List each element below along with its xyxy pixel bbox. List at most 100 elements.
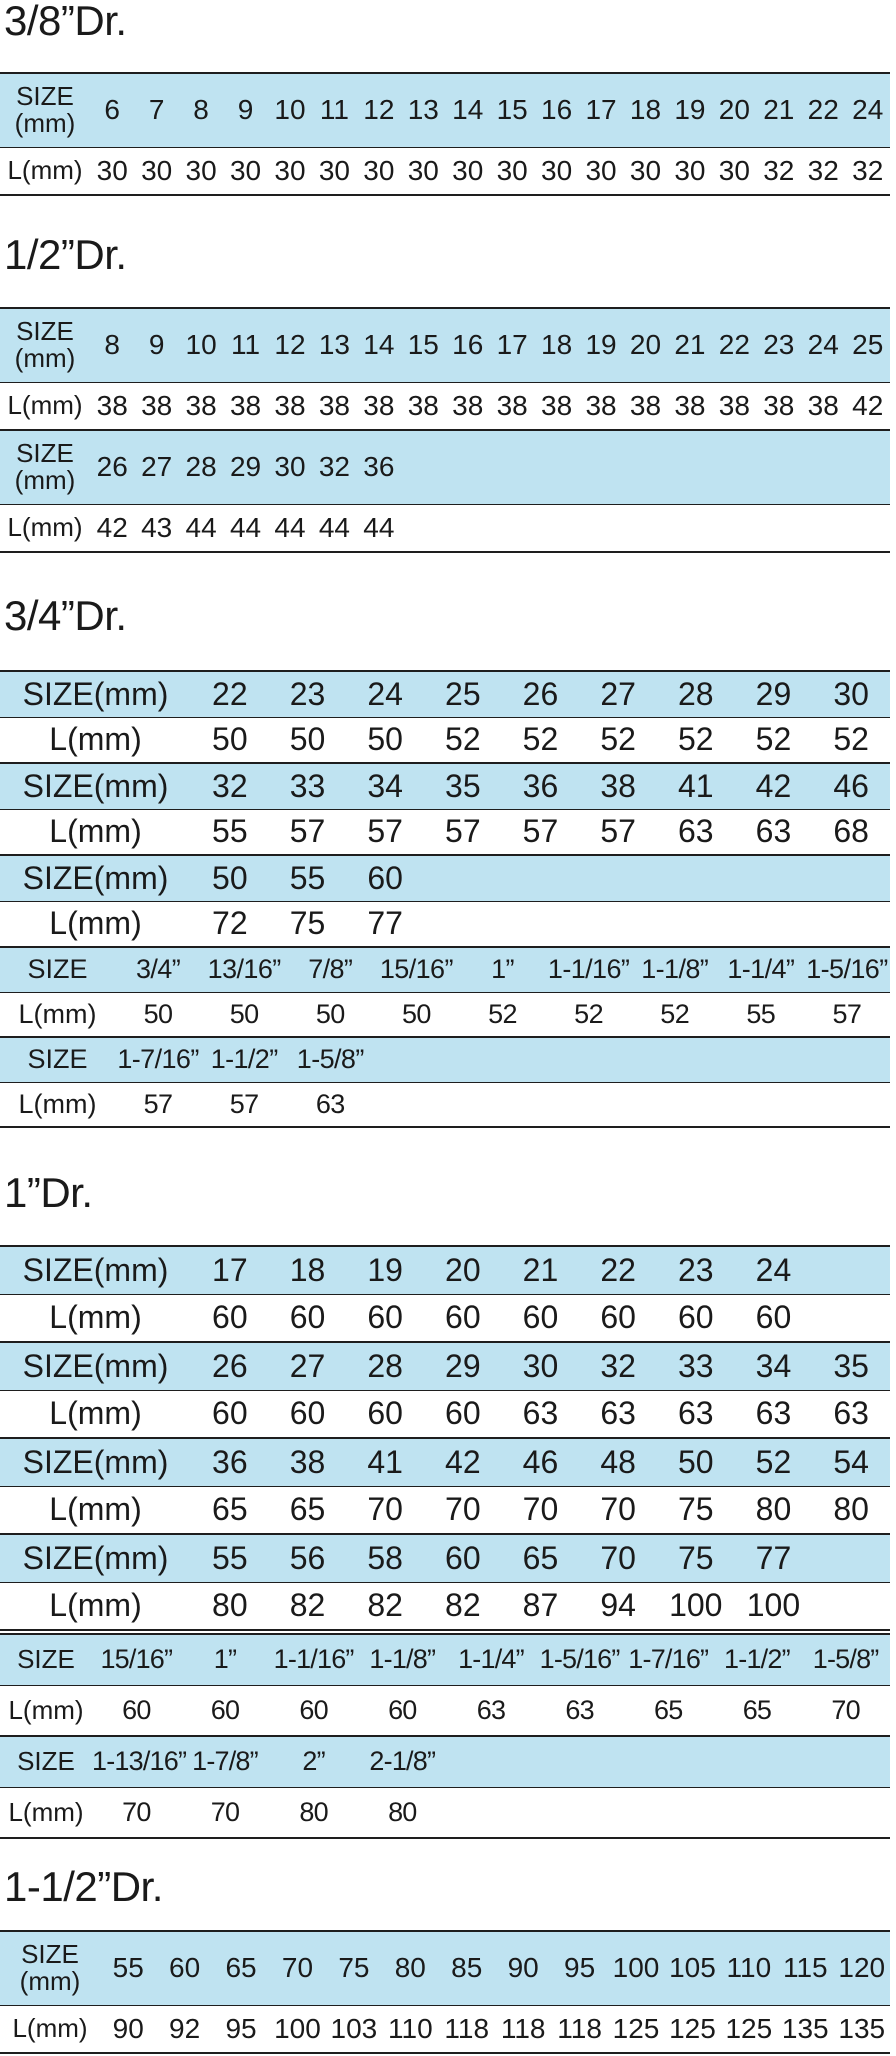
length-cell: 60: [367, 1395, 403, 1432]
length-cell: [801, 1787, 890, 1839]
size-cell: [446, 1735, 536, 1788]
size-cell: 50: [656, 1437, 735, 1487]
length-cell: 52: [522, 721, 559, 758]
length-label: L(mm): [49, 1395, 142, 1432]
size-cell: 34: [734, 1341, 813, 1391]
size-cell: 25: [845, 307, 890, 383]
length-cell: 60: [122, 1694, 151, 1725]
length-cell: 100: [656, 1582, 735, 1631]
spec-table-1-2-dr: SIZE (mm) 8 9 10 11 12 13 14 15 16 17 18 19 20 21 22 23 24…: [0, 307, 890, 553]
size-cell: [401, 429, 446, 505]
size-cell: [734, 854, 813, 902]
size-cell: [579, 854, 657, 902]
length-cell: [845, 504, 890, 553]
size-label: SIZE(mm): [0, 307, 90, 383]
size-cell: 16: [445, 307, 490, 383]
size-cell: 27: [579, 670, 657, 718]
length-cell: 110: [382, 2005, 439, 2054]
length-cell: 63: [565, 1694, 594, 1725]
size-cell: 2”: [269, 1735, 358, 1788]
length-cell: 38: [629, 389, 662, 421]
length-cell: 60: [289, 1299, 326, 1336]
size-cell: 2-1/8”: [357, 1735, 447, 1788]
size-cell: 56: [268, 1533, 347, 1583]
length-cell: 38: [229, 389, 262, 421]
length-row: L(mm) 60 60 60 60 63 63 65 65 70: [0, 1685, 890, 1736]
size-cell: 1”: [180, 1633, 270, 1686]
size-cell: 20: [423, 1245, 502, 1295]
size-label: SIZE(mm): [0, 854, 192, 902]
length-row: L(mm) 55 57 57 57 57 57 63 63 68: [0, 809, 890, 855]
size-cell: 30: [812, 670, 890, 718]
length-row: L(mm) 57 57 63: [0, 1082, 890, 1128]
length-label: L(mm): [0, 504, 90, 553]
length-cell: 70: [180, 1787, 270, 1839]
length-cell: 63: [833, 1395, 869, 1432]
length-cell: 57: [201, 1082, 288, 1128]
length-cell: 44: [312, 504, 357, 553]
length-cell: 30: [356, 147, 402, 196]
length-cell: 60: [445, 1395, 481, 1432]
size-cell: 1-7/8”: [180, 1735, 270, 1788]
size-cell: 35: [812, 1341, 890, 1391]
length-cell: 50: [143, 998, 173, 1029]
size-cell: 21: [756, 72, 801, 148]
size-cell: 1-5/16”: [803, 946, 890, 993]
size-row: SIZE 3/4” 13/16” 7/8” 15/16” 1” 1-1/16” 1-1/8” 1…: [0, 946, 890, 993]
size-cell: 77: [734, 1533, 813, 1583]
size-cell: 26: [191, 1341, 269, 1391]
length-cell: 68: [833, 813, 869, 850]
length-cell: 80: [755, 1491, 792, 1528]
length-row: L(mm) 60 60 60 60 60 60 60 60: [0, 1294, 890, 1342]
length-cell: 55: [746, 998, 776, 1029]
length-cell: 70: [92, 1787, 181, 1839]
size-cell: [717, 1036, 804, 1083]
size-cell: 70: [579, 1533, 657, 1583]
length-cell: 63: [287, 1082, 374, 1128]
length-cell: 30: [445, 147, 490, 196]
length-cell: 65: [654, 1694, 683, 1725]
length-label: L(mm): [49, 721, 142, 758]
size-cell: 23: [268, 670, 347, 718]
length-cell: 30: [223, 147, 268, 196]
length-cell: 38: [807, 389, 839, 421]
length-cell: 57: [445, 813, 481, 850]
length-cell: 125: [720, 2005, 778, 2054]
length-cell: [812, 901, 890, 948]
size-cell: 110: [720, 1930, 778, 2006]
length-cell: 50: [315, 998, 345, 1029]
length-row: L(mm) 72 75 77: [0, 901, 890, 948]
length-cell: 63: [755, 1395, 792, 1432]
length-label: L(mm): [49, 1299, 142, 1336]
length-row: L(mm) 80 82 82 82 87 94 100 100: [0, 1582, 890, 1631]
length-cell: 50: [289, 721, 326, 758]
size-cell: 23: [756, 307, 801, 383]
size-row: SIZE 15/16” 1” 1-1/16” 1-1/8” 1-1/4” 1-5/16” 1-…: [0, 1633, 890, 1686]
size-cell: 52: [734, 1437, 813, 1487]
length-cell: 80: [269, 1787, 358, 1839]
length-cell: 52: [488, 998, 517, 1029]
length-cell: 38: [318, 389, 350, 421]
size-label: SIZE(mm): [0, 1245, 192, 1295]
size-cell: [756, 429, 801, 505]
length-cell: 38: [185, 389, 217, 421]
length-cell: 57: [367, 813, 403, 850]
length-row: L(mm) 60 60 60 60 63 63 63 63 63: [0, 1390, 890, 1438]
length-row: L(mm) 42 43 44 44 44 44 44: [0, 504, 890, 553]
size-cell: 42: [423, 1437, 502, 1487]
length-cell: 118: [494, 2005, 552, 2054]
size-cell: 30: [501, 1341, 580, 1391]
length-label: L(mm): [0, 1582, 192, 1631]
size-cell: 29: [223, 429, 268, 505]
spec-table-1-dr-metric: SIZE(mm) 17 18 19 20 21 22 23 24 L(mm) 60 60 60 60 60 6…: [0, 1245, 890, 1631]
size-cell: 105: [664, 1930, 721, 2006]
length-cell: 44: [356, 504, 402, 553]
size-label: SIZE(mm): [0, 670, 192, 718]
length-cell: [656, 901, 735, 948]
size-cell: 11: [312, 72, 357, 148]
length-cell: 135: [833, 2005, 890, 2054]
size-cell: [545, 1036, 632, 1083]
size-label: SIZE(mm): [0, 429, 90, 505]
size-cell: 70: [269, 1930, 326, 2006]
section-title-3-4-dr: 3/4”Dr.: [4, 592, 127, 639]
